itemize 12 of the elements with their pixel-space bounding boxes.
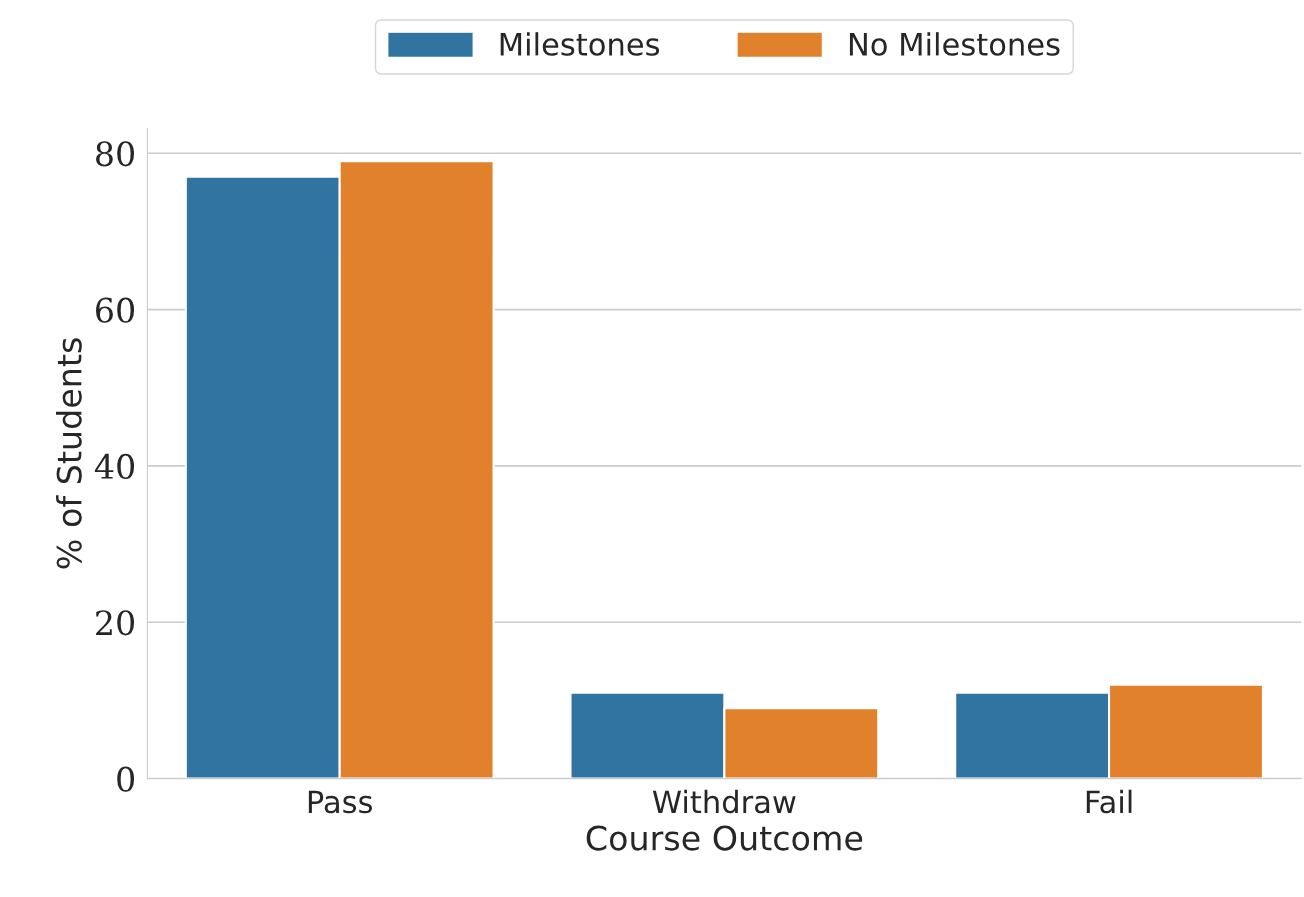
y-tick-label: 80 [96,141,135,167]
x-tick-label: Fail [1086,789,1132,814]
x-tick-label: Pass [308,790,373,814]
x-axis-title: Course Outcome [586,825,863,851]
y-tick-label: 40 [94,453,135,480]
y-tick-label: 20 [96,610,135,636]
legend-label: Milestones [500,32,660,56]
legend-label: No Milestones [849,32,1060,56]
x-tick-label: Withdraw [652,789,796,814]
y-axis-title: % of Students [56,338,82,569]
y-tick-label: 0 [117,766,135,792]
y-tick-label: 60 [96,297,135,323]
